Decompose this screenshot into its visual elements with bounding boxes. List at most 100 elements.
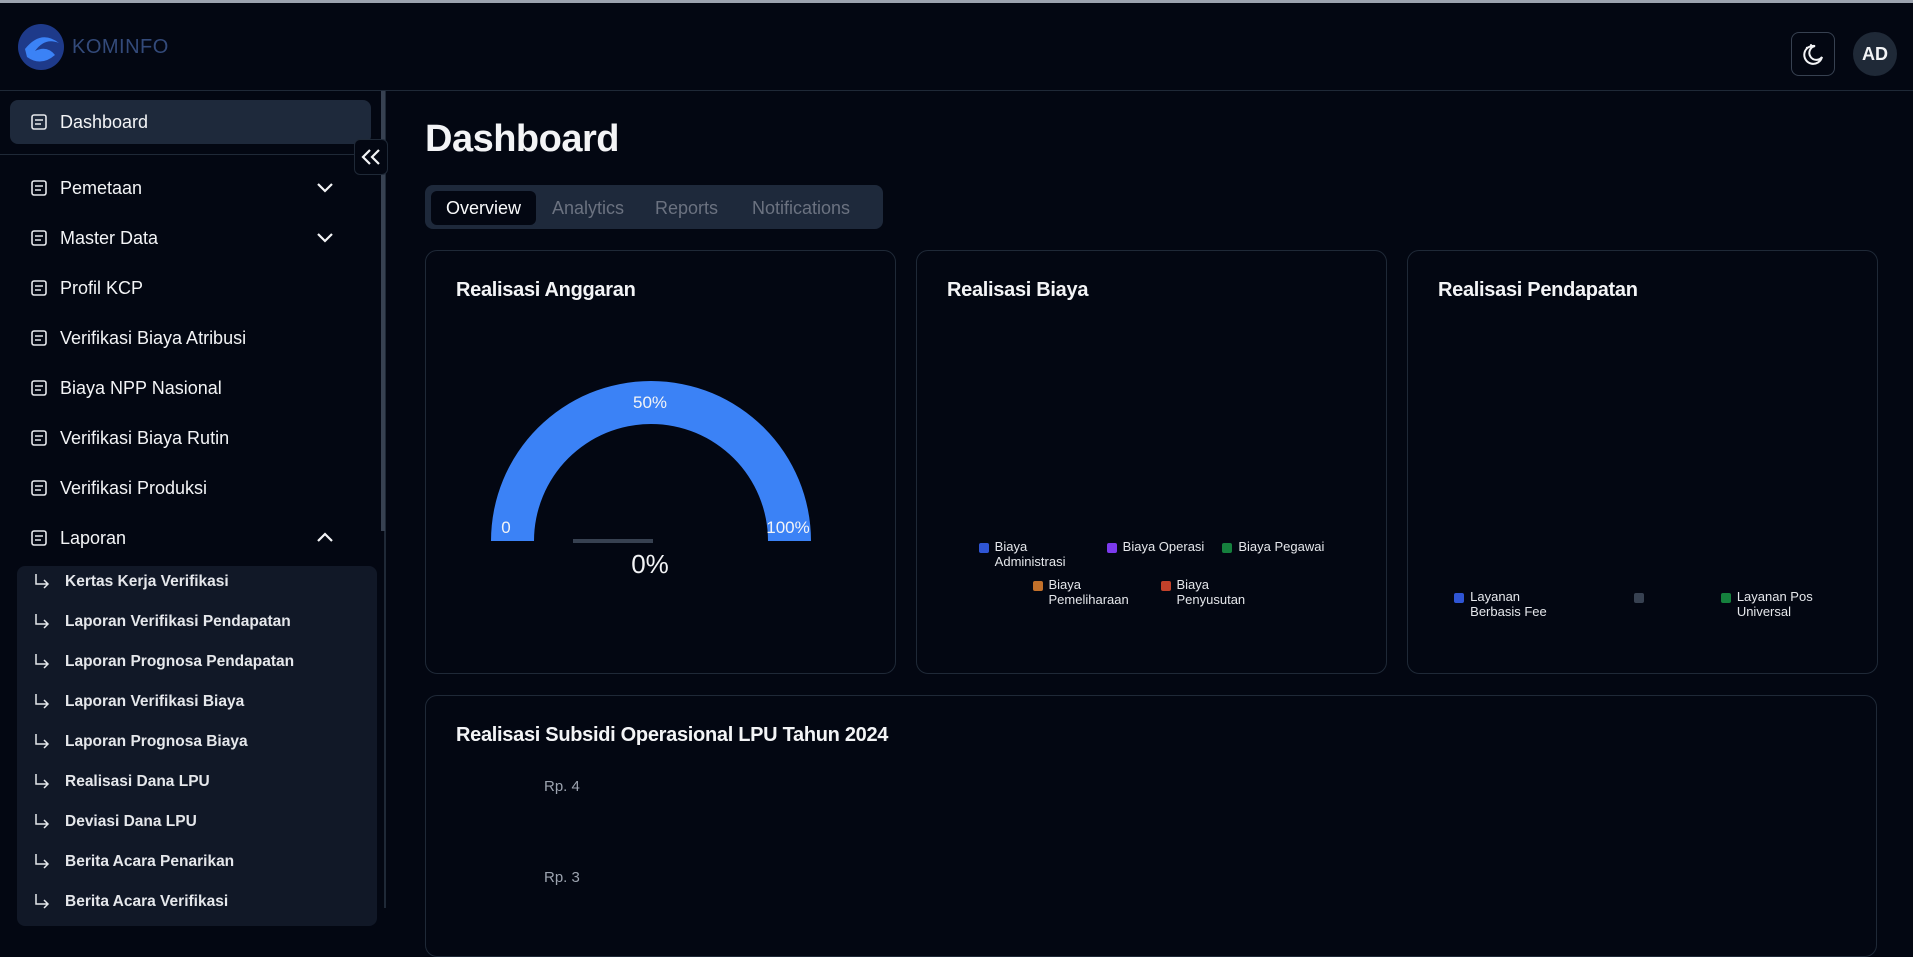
scrollbar [381,91,385,531]
logo-text: KOMINFO [72,36,169,58]
menu-label: Laporan [60,527,127,548]
menu-item[interactable]: Laporan [10,516,371,560]
menu-item[interactable]: Profil KCP [10,266,371,310]
menu-label: Master Data [60,227,159,248]
gauge-label: 100% [766,518,810,537]
chevron [317,233,333,243]
legend-swatch [1160,581,1171,591]
sub-arrow [35,694,50,709]
legend-item: Biaya Administrasi [978,539,1089,569]
tab[interactable]: Notifications [752,197,851,218]
menu-icon [31,530,47,546]
legend-swatch [1454,593,1465,603]
header: KOMINFO AD [0,3,1913,91]
collapse-icon [361,149,380,165]
menu-icon [31,114,47,130]
menu-item[interactable]: Verifikasi Produksi [10,466,371,510]
submenu-label: Kertas Kerja Verifikasi [65,573,229,590]
submenu-label: Laporan Verifikasi Biaya [65,693,245,710]
submenu-label: Laporan Prognosa Biaya [65,733,248,750]
legend-item [1634,589,1650,619]
menu-label: Verifikasi Produksi [60,477,208,498]
theme-toggle[interactable] [1791,32,1835,76]
menu-item[interactable]: Verifikasi Biaya Atribusi [10,316,371,360]
submenu-item[interactable]: Berita Acara Verifikasi [17,893,228,911]
legend-swatch [1222,543,1233,553]
menu-label: Profil KCP [60,277,144,298]
sidebar: Dashboard Pemetaan Master Data Profil KCP Ve… [0,91,386,926]
legend-item: Biaya Pegawai [1222,539,1324,569]
legend-label: Biaya Pemeliharaan [1048,577,1129,607]
menu-item[interactable]: Master Data [10,216,371,260]
legend-label: Layanan Pos Universal [1736,589,1813,619]
menu-icon [31,230,47,246]
legend-swatch [978,543,989,553]
sub-arrow [35,574,50,589]
legend-swatch [1634,593,1645,603]
legend-label: Biaya Administrasi [994,539,1066,569]
submenu-item[interactable]: Laporan Verifikasi Pendapatan [17,613,291,631]
sub-arrow [35,814,50,829]
tab[interactable]: Overview [431,191,537,225]
card-title: Realisasi Anggaran [456,279,636,301]
legend-label: Biaya Pegawai [1238,539,1325,554]
menu-label: Verifikasi Biaya Rutin [60,427,230,448]
card: Realisasi Pendapatan Layanan Berbasis Fee… [1407,250,1878,674]
submenu-item[interactable]: Laporan Verifikasi Biaya [17,693,244,711]
card: Realisasi Anggaran 0 50% 100% 0% [425,250,896,674]
legend-item: Biaya Operasi [1106,539,1204,569]
sub-arrow [35,734,50,749]
submenu-label: Laporan Verifikasi Pendapatan [65,613,291,630]
menu-item[interactable]: Dashboard [10,100,371,144]
menu-label: Dashboard [60,111,149,132]
collapse-button[interactable] [354,139,388,175]
submenu-item[interactable]: Deviasi Dana LPU [17,813,197,831]
menu-item[interactable]: Pemetaan [10,166,371,210]
legend-swatch [1106,543,1117,553]
card-title: Realisasi Subsidi Operasional LPU Tahun … [456,724,889,746]
submenu-item[interactable]: Realisasi Dana LPU [17,773,210,791]
card: Realisasi Biaya Biaya Administrasi Biaya O… [916,250,1387,674]
card-title: Realisasi Pendapatan [1438,279,1638,301]
legend-swatch [1720,593,1731,603]
legend-swatch [1032,581,1043,591]
legend-label: Biaya Penyusutan [1176,577,1246,607]
divider [0,154,382,155]
submenu-label: Realisasi Dana LPU [65,773,210,790]
legend-item: Layanan Berbasis Fee [1454,589,1564,619]
legend: Biaya Administrasi Biaya Operasi Biaya Peg… [937,539,1366,607]
sub-arrow [35,654,50,669]
y-label: Rp. 4 [544,778,580,795]
gauge-label: 50% [632,393,668,412]
page-title: Dashboard [425,118,619,160]
menu-label: Biaya NPP Nasional [60,377,222,398]
submenu-label: Berita Acara Penarikan [65,853,235,870]
submenu-label: Berita Acara Verifikasi [65,893,229,910]
submenu-item[interactable]: Berita Acara Penarikan [17,853,234,871]
menu-icon [31,280,47,296]
menu-item[interactable]: Verifikasi Biaya Rutin [10,416,371,460]
submenu-label: Deviasi Dana LPU [65,813,197,830]
legend: Layanan Berbasis Fee Layanan Pos Universa… [1428,589,1857,619]
menu-item[interactable]: Biaya NPP Nasional [10,366,371,410]
tab[interactable]: Reports [655,197,719,218]
submenu-item[interactable]: Laporan Prognosa Biaya [17,733,248,751]
y-label: Rp. 3 [544,869,580,886]
logo-icon [18,24,64,70]
menu-icon [31,380,47,396]
legend-item: Biaya Pemeliharaan [1032,577,1143,607]
tab[interactable]: Analytics [552,197,625,218]
menu-icon [31,330,47,346]
sub-arrow [35,774,50,789]
submenu-item[interactable]: Laporan Prognosa Pendapatan [17,653,294,671]
menu-icon [31,180,47,196]
submenu [17,566,377,926]
card-title: Realisasi Biaya [947,279,1089,301]
tab-bar: Overview Analytics Reports Notifications [425,185,883,229]
chevron [317,183,333,193]
wide-card: Realisasi Subsidi Operasional LPU Tahun … [425,695,1877,957]
avatar[interactable]: AD [1853,32,1897,76]
submenu-item[interactable]: Kertas Kerja Verifikasi [17,573,229,591]
